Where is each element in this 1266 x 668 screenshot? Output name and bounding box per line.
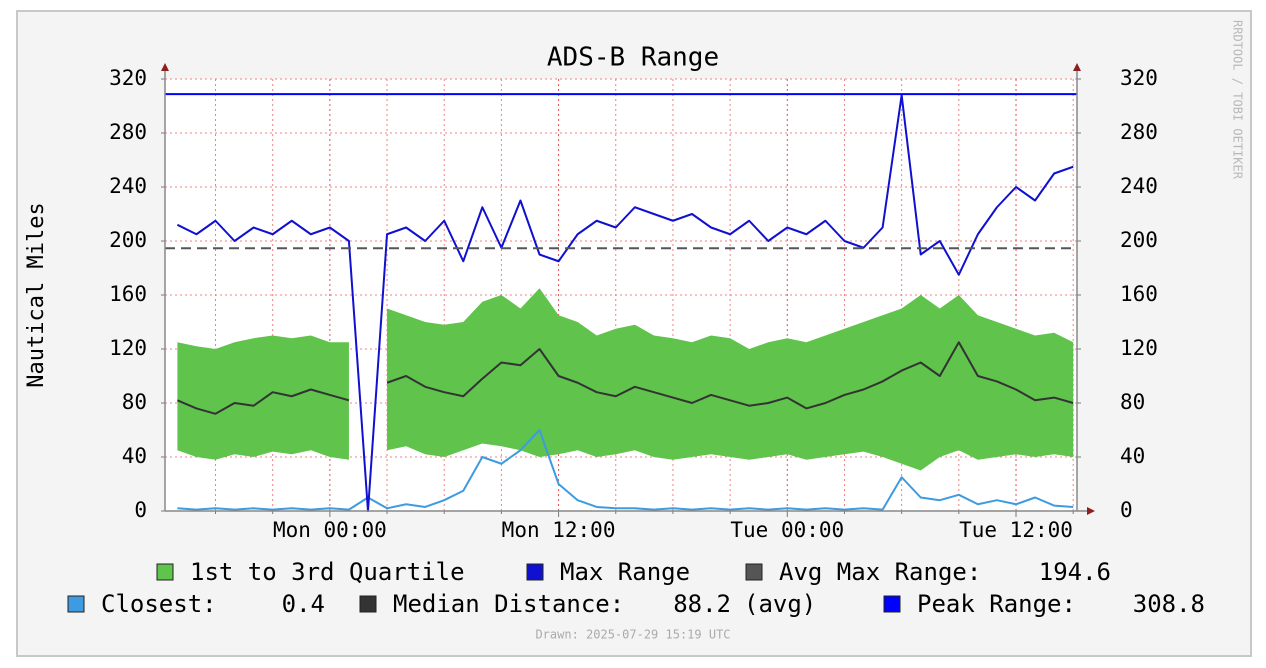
legend-label: 1st to 3rd Quartile xyxy=(190,558,465,586)
x-tick-label: Tue 12:00 xyxy=(959,518,1073,542)
axis-arrow xyxy=(1087,507,1095,515)
x-tick-label: Tue 00:00 xyxy=(730,518,844,542)
watermark: RRDTOOL / TOBI OETIKER xyxy=(1231,20,1245,180)
legend-swatch xyxy=(883,595,901,613)
y2-tick-label: 280 xyxy=(1120,120,1158,144)
legend-label: Avg Max Range: xyxy=(779,558,981,586)
marks xyxy=(165,93,1077,512)
series-line xyxy=(176,94,1074,512)
y-tick-label: 200 xyxy=(109,228,147,252)
legend-note: (avg) xyxy=(744,590,816,618)
legend-swatch xyxy=(526,563,544,581)
x-tick-label: Mon 00:00 xyxy=(273,518,387,542)
series-line xyxy=(176,388,350,415)
chart-title: ADS-B Range xyxy=(547,43,719,73)
axis-arrow xyxy=(1073,63,1081,71)
quartile-band xyxy=(387,288,1074,471)
legend-label: Median Distance: xyxy=(393,590,624,618)
series-line xyxy=(177,429,1074,511)
series-line xyxy=(386,341,1074,410)
y2-tick-label: 240 xyxy=(1120,174,1158,198)
y2-tick-label: 0 xyxy=(1120,498,1133,522)
legend-swatch xyxy=(745,563,763,581)
x-tick-label: Mon 12:00 xyxy=(502,518,616,542)
y-tick-label: 280 xyxy=(109,120,147,144)
y2-tick-label: 160 xyxy=(1120,282,1158,306)
legend: 1st to 3rd Quartile Max Range Avg Max Rang… xyxy=(67,558,1205,618)
axes: 0 0 40 40 80 80 120 120 160 160 200 200 240 240 280 280… xyxy=(109,63,1158,542)
y2-tick-label: 40 xyxy=(1120,444,1145,468)
quartile-band xyxy=(177,335,349,460)
footer: Drawn: 2025-07-29 15:19 UTC xyxy=(535,628,730,642)
y-tick-label: 240 xyxy=(109,174,147,198)
legend-value: 88.2 xyxy=(673,590,731,618)
legend-label: Peak Range: xyxy=(917,590,1076,618)
y-tick-label: 120 xyxy=(109,336,147,360)
y-tick-label: 160 xyxy=(109,282,147,306)
legend-label: Max Range xyxy=(560,558,690,586)
y-tick-label: 80 xyxy=(122,390,147,414)
y-axis-label: Nautical Miles xyxy=(24,202,49,387)
y2-tick-label: 200 xyxy=(1120,228,1158,252)
axis-arrow xyxy=(161,63,169,71)
legend-swatch xyxy=(156,563,174,581)
legend-swatch xyxy=(67,595,85,613)
legend-label: Closest: xyxy=(101,590,217,618)
legend-value: 308.8 xyxy=(1133,590,1205,618)
y-tick-label: 320 xyxy=(109,66,147,90)
y2-tick-label: 80 xyxy=(1120,390,1145,414)
legend-value: 194.6 xyxy=(1039,558,1111,586)
y-tick-label: 0 xyxy=(134,498,147,522)
y-tick-label: 40 xyxy=(122,444,147,468)
y2-tick-label: 320 xyxy=(1120,66,1158,90)
legend-swatch xyxy=(359,595,377,613)
y2-tick-label: 120 xyxy=(1120,336,1158,360)
legend-value: 0.4 xyxy=(282,590,325,618)
